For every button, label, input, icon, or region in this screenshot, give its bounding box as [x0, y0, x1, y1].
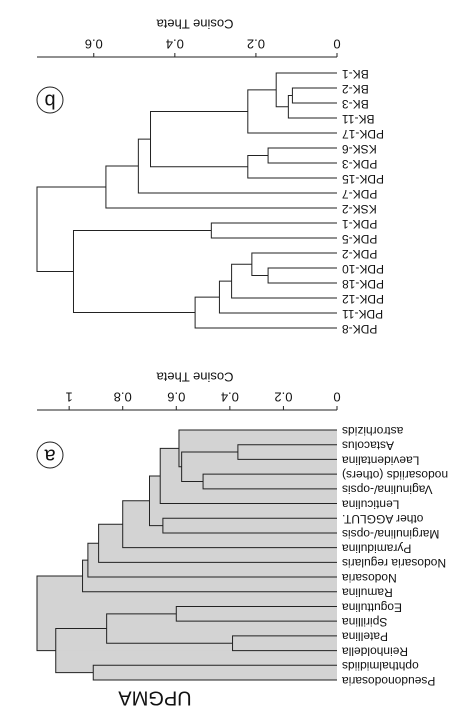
leaf-label: Nodosaria: [342, 571, 397, 585]
x-tick-label: 0.4: [221, 390, 239, 405]
cluster-link: [275, 72, 337, 108]
leaf-label: Patellina: [342, 630, 388, 644]
cluster-link: [267, 267, 337, 284]
x-tick-label: 0.4: [166, 37, 184, 52]
panel-badge: [36, 86, 64, 114]
cluster-link: [251, 252, 337, 276]
leaf-label: BK-3: [342, 97, 369, 111]
figure-title: UPGMA: [118, 687, 192, 709]
cluster-link: [137, 138, 337, 194]
leaf-label: Nodosaria regularis: [342, 556, 446, 570]
leaf-label: Laevidentalina: [342, 453, 420, 467]
leaf-label: Marginulina/-opsis: [342, 527, 439, 541]
cluster-link: [150, 110, 248, 168]
panel-label: b: [44, 90, 55, 112]
cluster-link: [218, 280, 337, 314]
leaf-label: BK-11: [342, 112, 375, 126]
leaf-label: Ramulina: [342, 586, 393, 600]
leaf-label: BK-1: [342, 67, 369, 81]
x-axis-title: Cosine Theta: [156, 17, 234, 32]
cluster-link: [181, 451, 238, 482]
leaf-label: PDK-2: [342, 247, 378, 261]
leaf-label: Astacolus: [342, 439, 394, 453]
leaf-label: PDK-7: [342, 187, 378, 201]
panel-label: a: [44, 445, 56, 467]
cluster-link: [231, 263, 337, 299]
leaf-label: ophthalmidiids: [342, 659, 419, 673]
x-tick-label: 0.8: [114, 390, 132, 405]
leaf-label: astrorhizids: [342, 424, 403, 438]
cluster-link: [36, 186, 106, 273]
leaf-label: KSK-6: [342, 142, 377, 156]
leaf-label: BK-2: [342, 82, 369, 96]
leaf-label: Pseudonodosaria: [342, 674, 436, 688]
leaf-label: PDK-5: [342, 232, 378, 246]
leaf-label: PDK-10: [342, 262, 384, 276]
x-tick-label: 0.2: [274, 390, 292, 405]
leaf-label: PDK-11: [342, 307, 383, 321]
cluster-link: [105, 165, 337, 209]
leaf-label: PDK-18: [342, 277, 384, 291]
cluster-link: [291, 87, 337, 104]
leaf-label: PDK-8: [342, 322, 378, 336]
leaf-label: PDK-3: [342, 157, 378, 171]
leaf-label: Lenticulina: [342, 497, 400, 511]
cluster-link: [237, 444, 337, 460]
cluster-link: [287, 95, 337, 119]
cluster-link: [232, 635, 337, 652]
leaf-label: nodosariids (others): [342, 468, 448, 482]
x-tick-label: 0.2: [247, 37, 265, 52]
leaf-label: PDK-1: [342, 217, 378, 231]
x-tick-label: 1: [66, 390, 73, 405]
x-tick-label: 0.6: [85, 37, 103, 52]
cluster-link: [72, 230, 212, 314]
leaf-label: KSK-2: [342, 202, 377, 216]
cluster-link: [106, 613, 233, 644]
cluster-link: [267, 147, 337, 164]
x-tick-label: 0: [333, 37, 340, 52]
cluster-link: [36, 575, 83, 652]
cluster-link: [247, 89, 337, 134]
cluster-fill: [37, 575, 337, 651]
panel-badge: [36, 441, 64, 469]
leaf-label: Pyramidulina: [342, 541, 412, 555]
leaf-label: PDK-17: [342, 127, 384, 141]
leaf-label: PDK-15: [342, 172, 384, 186]
leaf-label: PDK-12: [342, 292, 384, 306]
leaf-label: Eoguttulina: [342, 600, 402, 614]
cluster-link: [175, 605, 337, 622]
x-tick-label: 0.6: [167, 390, 185, 405]
cluster-link: [82, 559, 337, 593]
cluster-link: [87, 542, 337, 578]
x-tick-label: 0: [333, 390, 340, 405]
cluster-link: [210, 222, 337, 239]
cluster-link: [247, 155, 337, 179]
leaf-label: Reinholdella: [342, 644, 408, 658]
leaf-label: Spirillina: [342, 615, 388, 629]
cluster-link: [162, 517, 337, 534]
leaf-label: other AGGLUT.: [342, 512, 423, 526]
rotated-figure: UPGMA PseudonodosariaophthalmidiidsReinh…: [36, 17, 448, 709]
x-axis-title: Cosine Theta: [156, 370, 234, 385]
leaf-label: Vaginulina/-opsis: [342, 483, 433, 497]
